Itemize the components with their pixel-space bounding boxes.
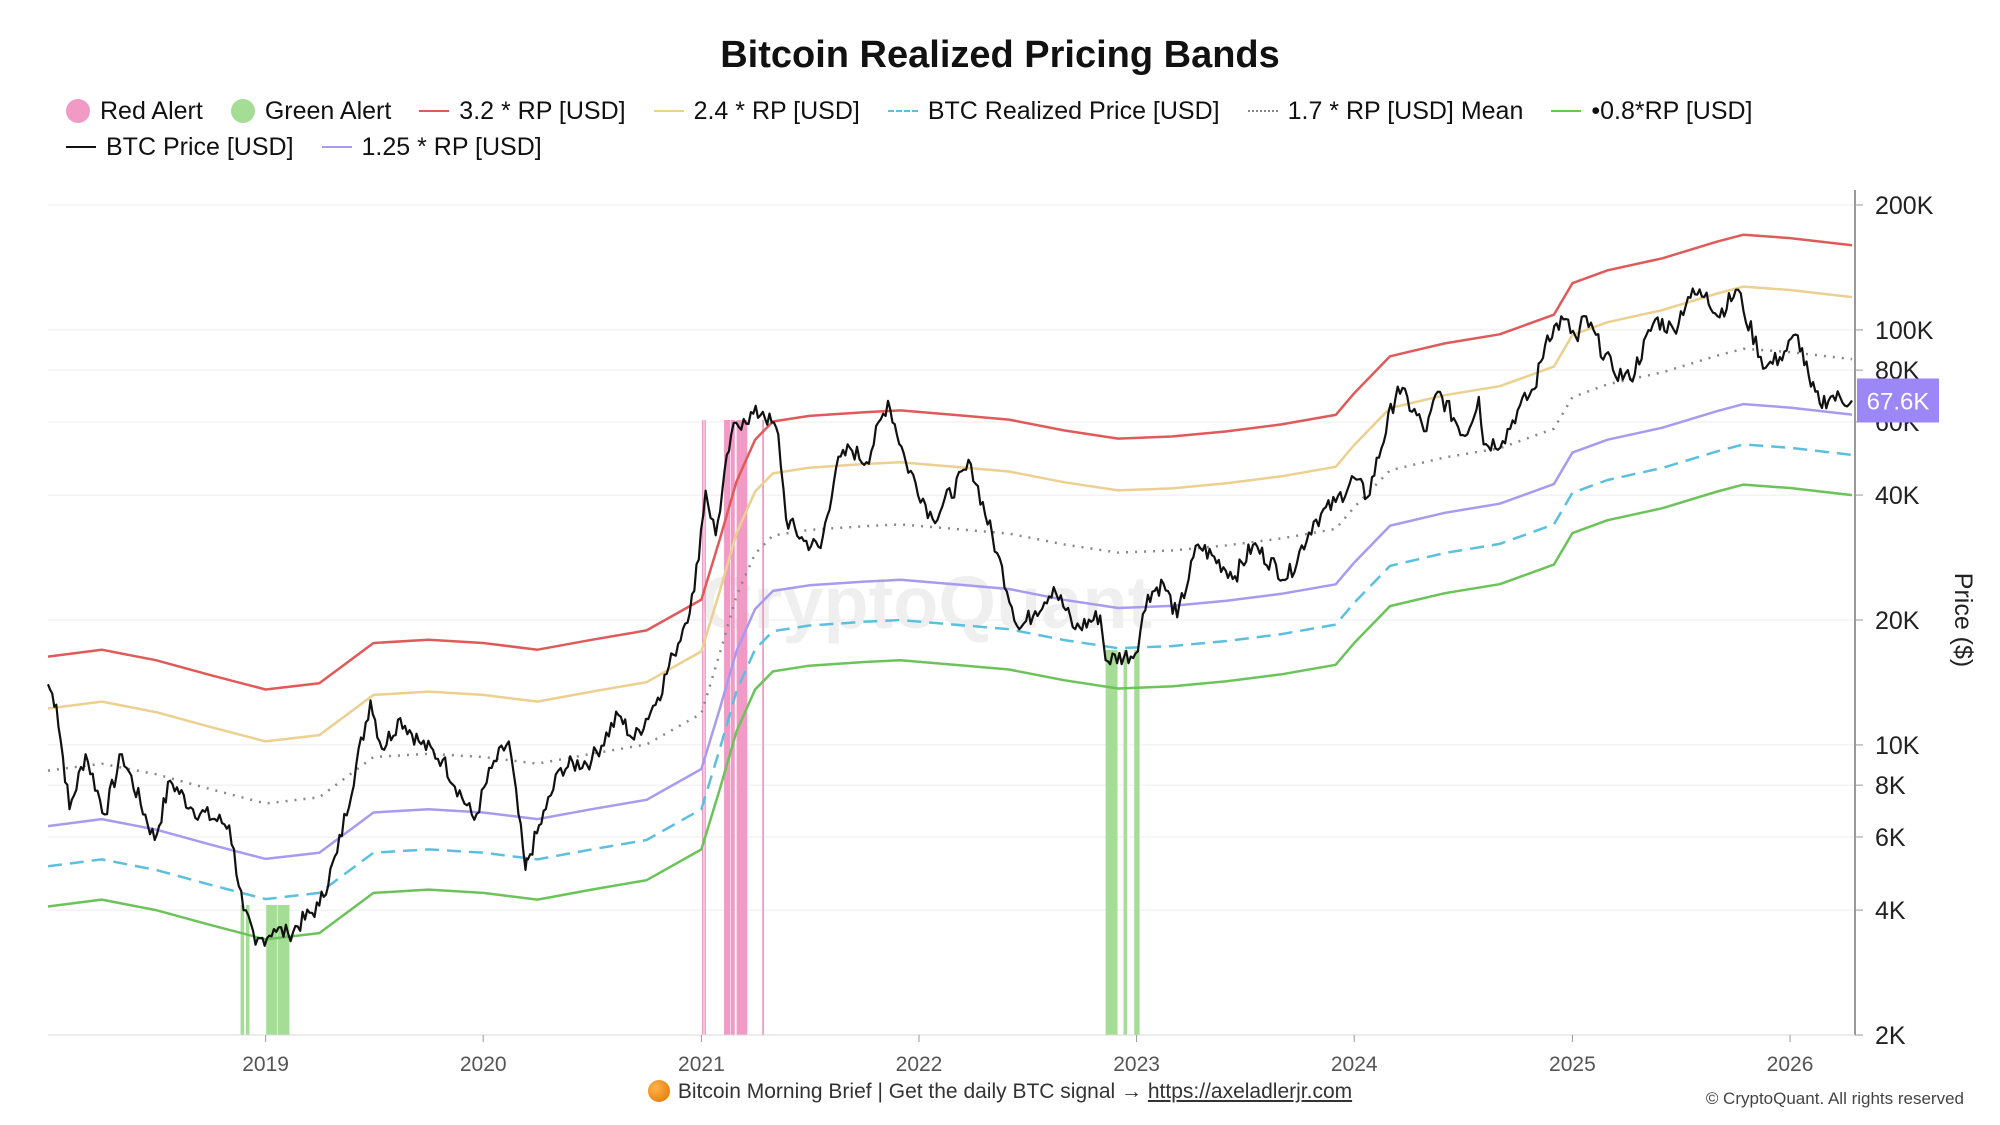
footer-banner: Bitcoin Morning Brief | Get the daily BT… [0,1080,2000,1104]
red-alert-band [730,420,735,1035]
red-alert-band [762,420,765,1035]
band-line [47,402,1853,861]
chart-title: Bitcoin Realized Pricing Bands [720,34,1280,76]
last-value-label: 67.6K [1867,388,1930,415]
green-alert-band [240,905,245,1035]
legend-swatch [230,99,255,123]
legend-label: 1.7 * RP [USD] Mean [1287,96,1524,125]
y-tick-label: 4K [1875,897,1906,925]
legend-swatch [419,110,450,112]
green-alert-band [1134,650,1140,1035]
footer-text: Bitcoin Morning Brief | Get the daily BT… [677,1080,1143,1103]
green-alert-band [245,905,250,1035]
legend-label: Green Alert [264,96,392,125]
x-tick-label: 2022 [896,1053,943,1076]
green-alert-band [1123,650,1128,1035]
legend-label: BTC Price [USD] [106,132,294,161]
legend-swatch [1247,110,1278,112]
legend-label: BTC Realized Price [USD] [927,96,1220,125]
legend-swatch [66,99,90,123]
y-tick-label: 200K [1875,192,1934,220]
x-tick-label: 2025 [1549,1053,1596,1076]
x-tick-label: 2019 [242,1053,289,1076]
band-line [47,233,1853,691]
legend-label: •0.8*RP [USD] [1591,96,1753,125]
green-alert-band [1105,650,1118,1035]
legend-item[interactable]: 3.2 * RP [USD] [419,96,626,126]
x-tick-label: 2020 [460,1053,507,1076]
legend-label: 3.2 * RP [USD] [459,96,626,125]
y-axis-title: Price ($) [1949,573,1977,667]
green-alert-band [277,905,290,1035]
grid-layer [48,204,1855,1036]
green-alert-band [266,905,277,1035]
chart-legend: Red Alert Green Alert 3.2 * RP [USD] 2.4 * … [66,96,1966,162]
legend-item[interactable]: 1.25 * RP [USD] [321,132,542,162]
legend-label: Red Alert [100,96,203,125]
footer-link[interactable]: https://axeladlerjr.com [1147,1080,1353,1103]
legend-label: 1.25 * RP [USD] [361,132,542,161]
legend-item[interactable]: Red Alert [66,96,203,126]
price-layer [46,287,1853,947]
legend-item[interactable]: 1.7 * RP [USD] Mean [1247,96,1524,126]
legend-swatch [653,110,684,112]
legend-swatch [887,110,918,112]
band-line [47,285,1853,743]
y-tick-label: 10K [1875,732,1920,760]
band-line [47,483,1853,941]
orange-orb-icon [647,1080,670,1102]
legend-swatch [321,146,352,148]
legend-label: 2.4 * RP [USD] [693,96,860,125]
red-alert-band [702,420,704,1035]
red-alert-band [704,420,706,1035]
red-alert-band [724,420,731,1035]
btc-price-line [46,287,1853,947]
legend-swatch [66,146,96,148]
y-tick-label: 40K [1875,482,1920,510]
y-tick-label: 6K [1875,824,1906,852]
x-tick-label: 2024 [1331,1053,1378,1076]
y-tick-label: 20K [1875,607,1920,635]
x-tick-label: 2026 [1767,1053,1814,1076]
band-line [47,347,1853,805]
copyright: © CryptoQuant. All rights reserved [1705,1089,1964,1108]
bands-layer [47,233,1853,941]
x-tick-label: 2021 [678,1053,725,1076]
last-value-badge [1857,378,1939,423]
legend-item[interactable]: Green Alert [230,96,392,126]
red-alert-band [736,420,748,1035]
y-tick-label: 100K [1875,317,1934,345]
y-tick-label: 8K [1875,772,1906,800]
legend-item[interactable]: •0.8*RP [USD] [1551,96,1753,126]
legend-item[interactable]: BTC Realized Price [USD] [887,96,1220,126]
legend-item[interactable]: BTC Price [USD] [66,132,294,162]
y-tick-label: 2K [1875,1022,1906,1050]
alerts-layer [240,420,1140,1035]
band-line [47,443,1853,901]
legend-item[interactable]: 2.4 * RP [USD] [653,96,860,126]
legend-swatch [1551,110,1582,112]
x-tick-label: 2023 [1113,1053,1160,1076]
